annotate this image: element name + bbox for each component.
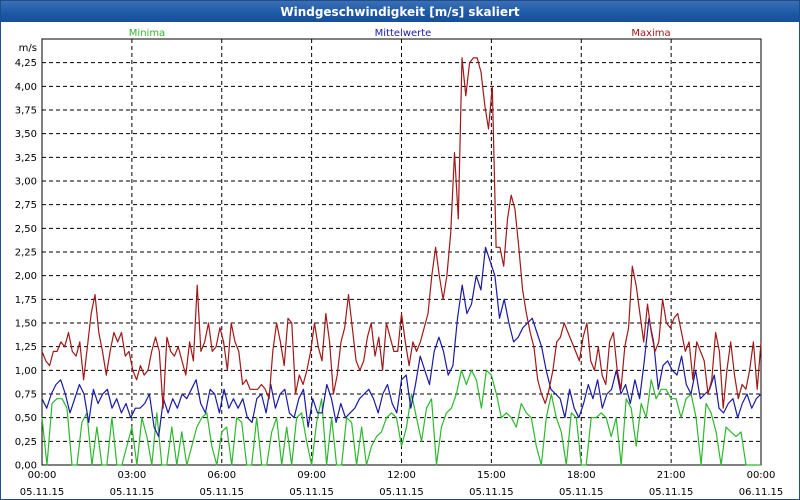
y-tick-label: 2,25: [15, 248, 37, 259]
y-tick-label: 0,50: [15, 413, 37, 424]
x-tick-time: 18:00: [567, 470, 596, 481]
y-tick-label: 3,75: [15, 106, 37, 117]
y-tick-label: 0,00: [15, 461, 37, 472]
y-tick-labels: 0,00 0,25 0,50 0,75 1,00 1,25 1,50 1,75 2,00 2,25…: [15, 58, 37, 471]
legend-mittelwerte: Mittelwerte: [375, 28, 432, 39]
legend-maxima: Maxima: [631, 28, 670, 39]
y-axis-label: m/s: [19, 43, 37, 54]
y-tick-label: 4,25: [15, 58, 37, 69]
x-tick-date: 05.11.15: [20, 487, 65, 498]
series-line-mittelwerte: [41, 246, 762, 438]
x-tick-date: 05.11.15: [649, 487, 694, 498]
window-title: Windgeschwindigkeit [m/s] skaliert: [1, 1, 799, 22]
x-tick-date: 05.11.15: [559, 487, 604, 498]
x-tick-time: 12:00: [387, 470, 416, 481]
legend-minima: Minima: [129, 28, 165, 39]
y-tick-label: 3,50: [15, 129, 37, 140]
x-tick-time: 06:00: [207, 470, 236, 481]
y-tick-label: 1,00: [15, 366, 37, 377]
y-tick-label: 3,00: [15, 177, 37, 188]
series-lines: [41, 57, 762, 466]
y-tick-label: 2,75: [15, 200, 37, 211]
y-tick-label: 1,50: [15, 319, 37, 330]
y-tick-label: 3,25: [15, 153, 37, 164]
x-tick-time: 00:00: [747, 470, 776, 481]
x-tick-date: 06.11.15: [739, 487, 784, 498]
x-tick-date: 05.11.15: [379, 487, 424, 498]
x-tick-time: 09:00: [297, 470, 326, 481]
series-line-minima: [41, 369, 761, 466]
y-tick-label: 4,00: [15, 82, 37, 93]
x-tick-time: 15:00: [477, 470, 506, 481]
x-tick-time: 03:00: [117, 470, 146, 481]
x-tick-date: 05.11.15: [199, 487, 244, 498]
x-tick-time: 21:00: [657, 470, 686, 481]
y-tick-label: 1,25: [15, 342, 37, 353]
y-tick-label: 2,00: [15, 271, 37, 282]
y-tick-label: 0,75: [15, 390, 37, 401]
grid: [42, 39, 761, 465]
y-tick-label: 0,25: [15, 437, 37, 448]
plot-frame: [41, 38, 762, 466]
x-tick-date: 05.11.15: [110, 487, 155, 498]
y-tick-label: 1,75: [15, 295, 37, 306]
x-tick-date: 05.11.15: [469, 487, 514, 498]
x-tick-date: 05.11.15: [289, 487, 334, 498]
y-tick-label: 2,50: [15, 224, 37, 235]
x-tick-time: 00:00: [28, 470, 57, 481]
chart-area: m/s 0,00 0,25 0,50 0,75 1,00 1,25 1,50 1,75 2,00…: [15, 28, 784, 498]
x-tick-labels: 00:00 05.11.15 03:00 05.11.15 06:00 05.11.15 0…: [20, 470, 784, 498]
series-line-maxima: [41, 57, 762, 409]
legend: Minima Mittelwerte Maxima: [129, 28, 671, 39]
